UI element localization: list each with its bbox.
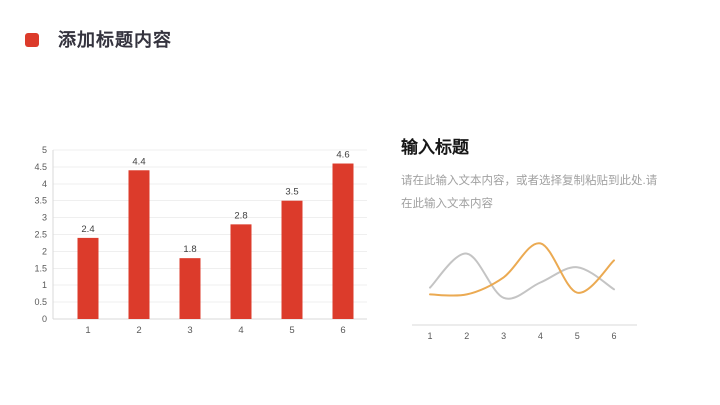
svg-text:5: 5: [289, 325, 294, 336]
svg-text:3: 3: [501, 331, 506, 341]
svg-text:4.6: 4.6: [336, 150, 349, 161]
svg-text:0: 0: [42, 314, 47, 324]
svg-text:4: 4: [42, 179, 47, 189]
svg-text:2: 2: [136, 325, 141, 336]
svg-text:1: 1: [42, 280, 47, 290]
slide-title-row: 添加标题内容: [25, 31, 172, 49]
svg-text:1.8: 1.8: [183, 244, 196, 255]
svg-text:2: 2: [464, 331, 469, 341]
line-chart: 1 2 3 4 5 6: [412, 242, 637, 341]
text-block: 输入标题 请在此输入文本内容，或者选择复制粘贴到此处.请在此输入文本内容: [401, 138, 659, 216]
text-block-body: 请在此输入文本内容，或者选择复制粘贴到此处.请在此输入文本内容: [401, 175, 658, 211]
svg-text:0.5: 0.5: [34, 297, 47, 307]
svg-text:2.5: 2.5: [34, 230, 47, 240]
svg-text:6: 6: [611, 331, 616, 341]
svg-text:4.4: 4.4: [132, 156, 145, 167]
svg-text:3.5: 3.5: [34, 196, 47, 206]
svg-text:1: 1: [427, 331, 432, 341]
svg-text:4: 4: [238, 325, 243, 336]
page-title: 添加标题内容: [58, 30, 172, 50]
svg-text:2.8: 2.8: [234, 210, 247, 221]
svg-text:3.5: 3.5: [285, 187, 298, 198]
svg-text:4.5: 4.5: [34, 162, 47, 172]
svg-text:3: 3: [42, 213, 47, 223]
svg-text:3: 3: [187, 325, 192, 336]
svg-text:5: 5: [575, 331, 580, 341]
bar-chart: 0 0.5 1 1.5 2 2.5 3 3.5 4 4.5 5 2.4 1 4.4 2 1.8 3 2.8 4 3.5…: [34, 145, 367, 336]
svg-text:5: 5: [42, 145, 47, 155]
svg-text:1.5: 1.5: [34, 263, 47, 273]
svg-text:4: 4: [538, 331, 543, 341]
svg-text:2.4: 2.4: [81, 224, 94, 235]
svg-text:2: 2: [42, 246, 47, 256]
svg-text:1: 1: [85, 325, 90, 336]
svg-text:6: 6: [340, 325, 345, 336]
title-bullet-icon: [25, 33, 39, 47]
text-block-heading: 输入标题: [401, 138, 469, 157]
